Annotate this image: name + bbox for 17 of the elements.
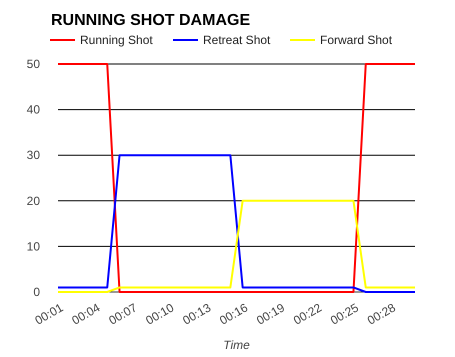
- legend-label: Running Shot: [80, 33, 154, 47]
- x-tick-label: 00:10: [143, 300, 177, 328]
- chart-title: RUNNING SHOT DAMAGE: [51, 12, 250, 29]
- legend-label: Retreat Shot: [203, 33, 272, 47]
- y-tick-label: 0: [33, 285, 40, 299]
- legend-label: Forward Shot: [320, 33, 393, 47]
- y-tick-label: 20: [26, 194, 40, 208]
- y-tick-label: 10: [26, 239, 40, 254]
- y-tick-label: 40: [26, 102, 40, 117]
- x-tick-label: 00:19: [254, 300, 288, 328]
- x-tick-label: 00:01: [32, 300, 66, 328]
- y-tick-label: 50: [26, 57, 40, 71]
- x-tick-label: 00:28: [364, 300, 398, 328]
- y-tick-label: 30: [26, 148, 40, 162]
- x-axis-title: Time: [223, 338, 250, 352]
- x-tick-label: 00:22: [291, 300, 324, 328]
- x-tick-label: 00:13: [180, 300, 214, 328]
